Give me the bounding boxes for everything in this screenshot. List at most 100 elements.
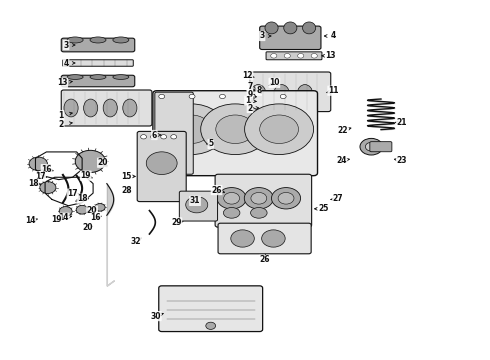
FancyBboxPatch shape: [215, 174, 312, 227]
Circle shape: [262, 230, 285, 247]
FancyBboxPatch shape: [61, 38, 135, 52]
Ellipse shape: [302, 22, 316, 34]
Circle shape: [280, 94, 286, 99]
Circle shape: [159, 94, 165, 99]
Circle shape: [29, 157, 48, 171]
Ellipse shape: [84, 99, 98, 117]
FancyBboxPatch shape: [370, 142, 392, 152]
Text: 8: 8: [256, 86, 261, 95]
Text: 6: 6: [152, 130, 157, 139]
Text: 30: 30: [150, 311, 161, 320]
Circle shape: [251, 193, 267, 204]
Circle shape: [360, 138, 383, 155]
Text: 1: 1: [245, 96, 250, 105]
Circle shape: [311, 54, 318, 58]
Circle shape: [59, 207, 72, 216]
Text: 20: 20: [82, 223, 93, 232]
Text: 3: 3: [260, 31, 265, 40]
Circle shape: [297, 54, 304, 58]
FancyBboxPatch shape: [63, 60, 133, 66]
Text: 20: 20: [87, 206, 98, 215]
Circle shape: [76, 205, 88, 214]
Ellipse shape: [223, 207, 240, 218]
Text: 19: 19: [51, 215, 62, 224]
Ellipse shape: [113, 37, 129, 43]
Circle shape: [271, 188, 300, 209]
Circle shape: [217, 188, 246, 209]
Text: 11: 11: [328, 86, 339, 95]
Text: 7: 7: [247, 82, 252, 91]
FancyBboxPatch shape: [179, 191, 218, 221]
Text: 3: 3: [64, 40, 69, 49]
Circle shape: [157, 104, 226, 154]
Circle shape: [278, 193, 294, 204]
Text: 24: 24: [336, 156, 347, 165]
Circle shape: [172, 115, 211, 144]
Text: 16: 16: [90, 213, 101, 222]
FancyBboxPatch shape: [250, 72, 331, 112]
Circle shape: [206, 322, 216, 329]
Text: 32: 32: [131, 237, 142, 246]
Text: 1: 1: [59, 111, 64, 120]
Text: 18: 18: [77, 194, 88, 203]
Text: 19: 19: [80, 171, 91, 180]
Circle shape: [245, 104, 314, 154]
Circle shape: [284, 54, 291, 58]
Circle shape: [186, 197, 208, 213]
Circle shape: [141, 135, 147, 139]
Text: 5: 5: [208, 139, 213, 148]
Text: 13: 13: [57, 78, 68, 87]
Ellipse shape: [284, 22, 297, 34]
Text: 20: 20: [98, 158, 108, 167]
Ellipse shape: [265, 22, 278, 34]
Text: 9: 9: [247, 90, 252, 99]
Ellipse shape: [67, 75, 83, 80]
Ellipse shape: [67, 37, 83, 43]
Text: 29: 29: [171, 218, 182, 227]
FancyBboxPatch shape: [137, 131, 186, 202]
Text: 23: 23: [396, 156, 407, 165]
Circle shape: [95, 203, 105, 211]
Ellipse shape: [123, 99, 137, 117]
Circle shape: [40, 181, 56, 194]
Ellipse shape: [64, 99, 78, 117]
FancyBboxPatch shape: [61, 90, 152, 126]
Circle shape: [189, 94, 195, 99]
Ellipse shape: [113, 75, 129, 80]
Text: 31: 31: [190, 197, 200, 205]
Ellipse shape: [274, 85, 289, 103]
Ellipse shape: [103, 99, 117, 117]
Text: 10: 10: [269, 78, 280, 87]
Ellipse shape: [297, 85, 313, 103]
Ellipse shape: [90, 37, 106, 43]
Text: 15: 15: [121, 172, 132, 181]
FancyBboxPatch shape: [155, 92, 193, 174]
FancyBboxPatch shape: [218, 223, 311, 254]
Circle shape: [216, 115, 255, 144]
Text: 25: 25: [318, 204, 329, 213]
Text: 27: 27: [333, 194, 343, 203]
FancyBboxPatch shape: [159, 286, 263, 332]
FancyBboxPatch shape: [260, 26, 321, 49]
Circle shape: [220, 94, 225, 99]
FancyBboxPatch shape: [61, 75, 135, 87]
Circle shape: [231, 230, 254, 247]
Text: 4: 4: [64, 58, 69, 68]
Circle shape: [146, 152, 177, 175]
Circle shape: [270, 54, 277, 58]
Text: 21: 21: [396, 118, 407, 127]
Ellipse shape: [250, 85, 266, 103]
Text: 26: 26: [211, 186, 222, 194]
Text: 2: 2: [247, 104, 252, 112]
Circle shape: [366, 142, 377, 151]
Text: 26: 26: [259, 256, 270, 264]
Circle shape: [250, 94, 256, 99]
Text: 16: 16: [41, 165, 52, 174]
Text: 2: 2: [59, 120, 64, 129]
Text: 17: 17: [67, 189, 78, 198]
Circle shape: [245, 188, 273, 209]
Text: 13: 13: [325, 51, 336, 60]
Text: 28: 28: [121, 186, 132, 195]
Ellipse shape: [250, 207, 267, 218]
FancyBboxPatch shape: [153, 91, 318, 176]
